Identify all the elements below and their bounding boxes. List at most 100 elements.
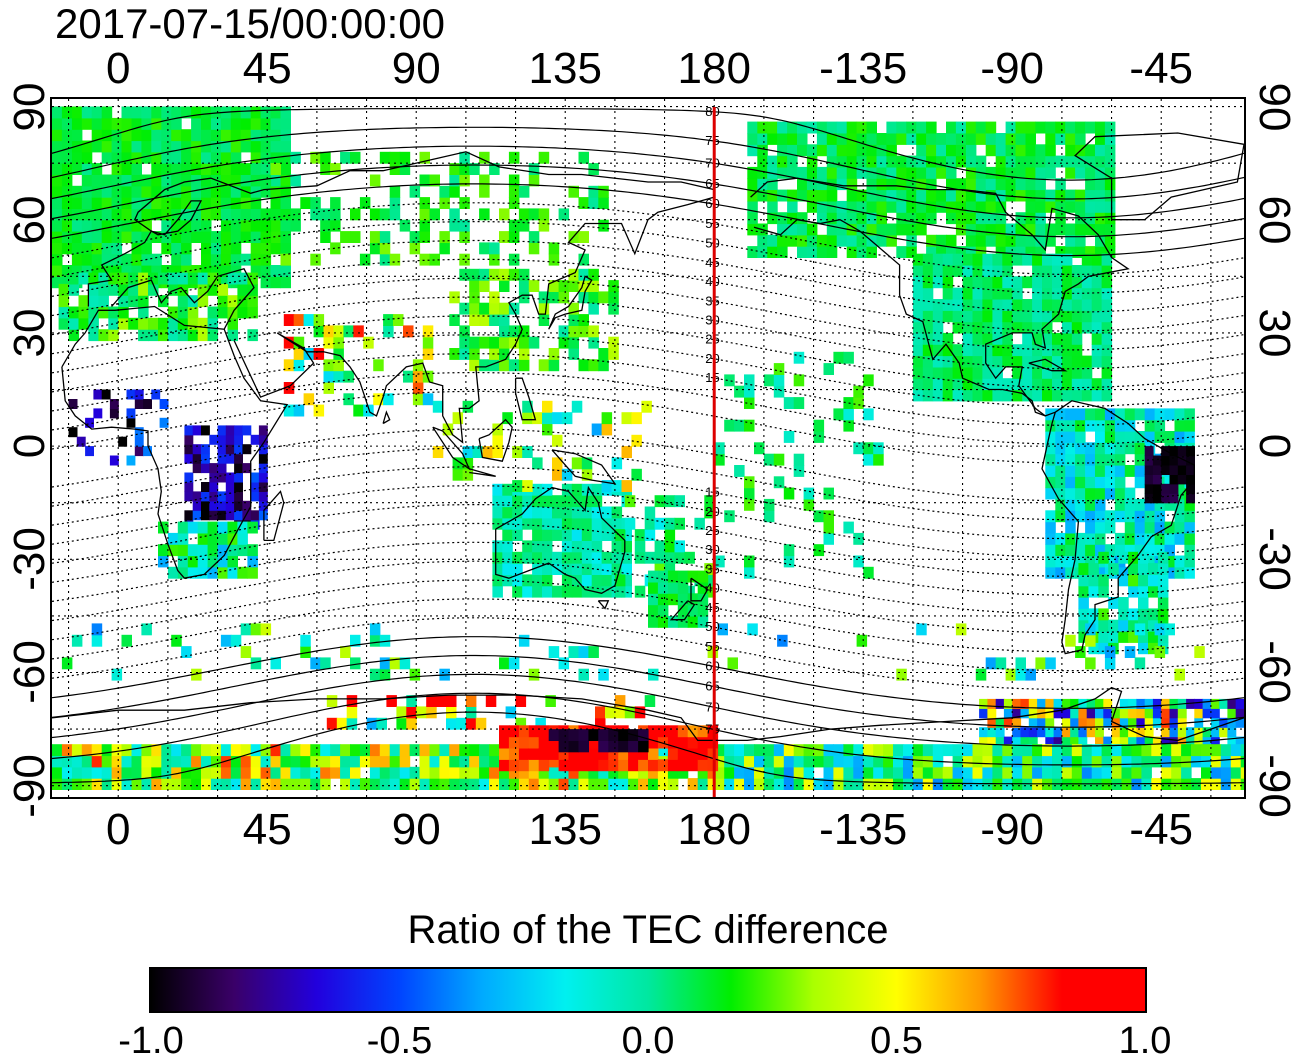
tec-data-cell [598,348,609,360]
tec-data-cell [962,344,974,357]
tec-data-cell [767,189,778,202]
tec-data-cell [548,280,560,292]
tec-data-cell [1055,487,1066,500]
tec-data-cell [234,463,243,474]
tec-data-cell [502,412,513,425]
tec-data-cell [548,291,560,304]
tec-data-cell [581,585,593,598]
tec-data-cell [916,166,927,179]
tec-data-cell [648,736,659,749]
tec-data-cell [1169,474,1179,485]
tec-data-cell [571,457,583,470]
tec-data-cell [767,200,778,213]
tec-data-cell [608,302,619,315]
tec-data-cell [151,766,162,779]
tec-data-cell [151,231,162,243]
tec-data-cell [1022,299,1033,311]
tec-data-cell [131,197,142,209]
tec-data-cell [220,163,232,175]
tec-data-cell [806,144,818,157]
tec-data-cell [220,117,232,130]
tec-data-cell [538,766,550,779]
tec-data-cell [230,208,242,221]
tec-data-cell [601,506,613,519]
tec-data-cell [1101,310,1113,323]
tec-data-cell [1095,521,1106,534]
tec-data-cell [1002,253,1013,266]
magnetic-latitude-label: 60 [705,659,719,674]
tec-data-cell [1144,717,1154,728]
tec-data-cell [912,287,924,300]
tec-data-cell [654,551,666,564]
tec-data-cell [826,166,838,179]
tec-data-cell [184,453,194,464]
tec-data-cell [280,174,291,187]
tec-data-cell [439,242,450,255]
magnetic-latitude-contour [52,334,1244,408]
tec-data-cell [333,370,344,383]
tec-data-cell [78,317,89,330]
tec-data-cell [240,174,252,187]
tec-data-cell [1164,532,1175,545]
tec-data-cell [1118,608,1129,621]
tec-data-cell [1070,717,1080,728]
tec-data-cell [787,133,798,145]
tec-data-cell [932,310,944,323]
tec-data-cell [912,766,924,779]
tec-data-cell [1091,332,1103,345]
tec-data-cell [1095,566,1106,579]
tec-data-cell [1186,727,1195,738]
tec-data-cell [972,265,983,277]
tec-data-cell [499,759,510,772]
tec-data-cell [459,253,470,266]
tec-data-cell [61,778,73,790]
tec-data-cell [1121,744,1132,757]
tec-data-cell [1152,455,1162,466]
tec-data-cell [320,766,331,779]
tec-data-cell [648,748,659,760]
tec-data-cell [369,208,381,221]
tec-data-cell [1071,744,1083,757]
tec-data-cell [1181,744,1192,757]
tec-data-cell [518,208,530,221]
tec-data-cell [826,133,838,145]
tec-data-cell [906,246,917,258]
tec-data-cell [234,482,243,492]
tec-data-cell [714,555,725,568]
tec-data-cell [598,729,609,741]
tec-data-cell [280,185,291,198]
tec-data-cell [52,265,63,277]
tec-data-cell [508,759,520,772]
left-axis-tick-label: -90 [5,753,54,818]
tec-data-cell [1028,727,1038,738]
tec-data-cell [1104,442,1116,455]
tec-data-cell [922,755,934,768]
tec-data-cell [197,521,209,534]
tec-data-cell [313,314,325,326]
tec-data-cell [258,434,268,445]
tec-data-cell [502,540,513,553]
tec-data-cell [201,482,210,492]
tec-data-cell [1095,133,1106,145]
tec-data-cell [886,133,897,145]
tec-data-cell [1081,766,1093,779]
bottom-axis-tick-label: -45 [1129,805,1194,854]
tec-data-cell [787,155,798,168]
tec-data-cell [369,634,381,647]
tec-data-cell [1164,623,1175,636]
tec-data-cell [856,121,868,134]
tec-data-cell [230,231,242,243]
tec-data-cell [982,389,993,402]
tec-data-cell [280,140,291,153]
tec-data-cell [293,404,305,417]
tec-data-cell [1085,212,1096,225]
tec-data-cell [1061,766,1073,779]
tec-data-cell [883,755,894,768]
tec-data-cell [912,321,924,334]
tec-data-cell [1174,408,1185,421]
tec-data-cell [1186,493,1195,504]
tec-data-cell [608,348,619,360]
tec-data-cell [330,219,341,232]
tec-data-cell [171,634,182,647]
tec-data-cell [903,766,914,779]
